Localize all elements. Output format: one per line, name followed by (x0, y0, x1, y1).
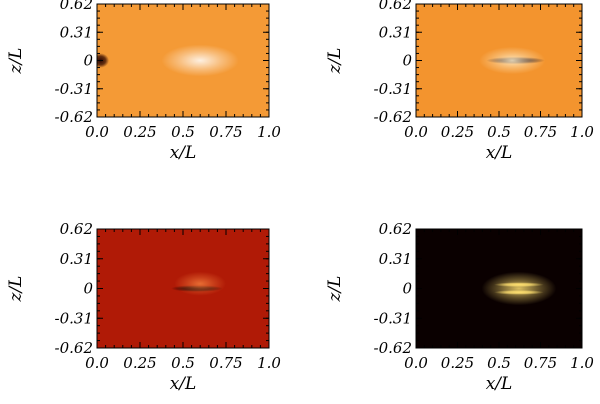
y-tick-label: -0.31 (374, 80, 412, 98)
y-tick-label: -0.31 (55, 309, 93, 327)
y-tick-label: 0 (402, 280, 412, 298)
y-tick-label: 0.62 (60, 220, 93, 238)
heatmap-field (416, 4, 582, 117)
x-axis-label: x/L (170, 374, 197, 394)
y-tick-label: 0.62 (60, 0, 93, 13)
x-tick-label: 0.25 (123, 354, 156, 372)
y-tick-label: 0 (83, 280, 93, 298)
heatmap-feature-dark-blob (97, 53, 110, 68)
x-tick-label: 0.5 (487, 123, 511, 141)
x-tick-label: 0.25 (441, 354, 474, 372)
y-tick-label: -0.31 (55, 80, 93, 98)
x-axis-label: x/L (170, 143, 197, 163)
y-tick-label: 0.31 (60, 23, 93, 41)
y-axis-label: z/L (6, 276, 26, 303)
x-tick-label: 0.75 (524, 123, 557, 141)
heatmap-feature-bright-wedge (161, 44, 239, 77)
y-tick-label: -0.31 (374, 309, 412, 327)
x-tick-label: 1.0 (257, 123, 281, 141)
panel-3: 0.0 0.25 0.5 0.75 1.0 0.62 0.31 0 -0.31 -0.62 x/L z… (6, 220, 281, 394)
panel-1: 0.0 0.25 0.5 0.75 1.0 0.62 0.31 0 -0.31 -0.62 x/L z… (6, 0, 281, 163)
y-tick-label: 0.31 (60, 250, 93, 268)
x-axis-label: x/L (486, 143, 513, 163)
y-tick-label: 0.62 (379, 220, 412, 238)
y-tick-label: -0.62 (374, 108, 412, 126)
panel-2: 0.0 0.25 0.5 0.75 1.0 0.62 0.31 0 -0.31 -0.62 x/L z… (325, 0, 594, 163)
x-tick-label: 0.75 (209, 354, 242, 372)
x-axis-label: x/L (486, 374, 513, 394)
panel-4: 0.0 0.25 0.5 0.75 1.0 0.62 0.31 0 -0.31 -0.62 x/L z… (325, 220, 594, 394)
y-tick-label: -0.62 (55, 108, 93, 126)
y-tick-label: 0.31 (379, 23, 412, 41)
heatmap-field (97, 229, 269, 348)
y-tick-label: 0 (83, 52, 93, 70)
heatmap-field (97, 4, 269, 117)
y-axis-label: z/L (325, 276, 345, 303)
x-tick-label: 0.0 (404, 123, 428, 141)
heatmap-feature-glow (481, 271, 557, 306)
x-tick-label: 1.0 (570, 123, 594, 141)
x-tick-label: 0.5 (171, 123, 195, 141)
y-axis-label: z/L (6, 48, 26, 75)
y-tick-label: -0.62 (55, 339, 93, 357)
y-tick-label: -0.62 (374, 339, 412, 357)
y-tick-label: 0.31 (379, 250, 412, 268)
heatmap-field (416, 229, 582, 348)
y-tick-label: 0.62 (379, 0, 412, 13)
x-tick-label: 0.25 (441, 123, 474, 141)
x-tick-label: 0.0 (85, 123, 109, 141)
heatmap-feature-light-lobes (479, 46, 546, 75)
x-tick-label: 0.5 (171, 354, 195, 372)
x-tick-label: 0.75 (524, 354, 557, 372)
y-tick-label: 0 (402, 52, 412, 70)
y-axis-label: z/L (325, 48, 345, 75)
x-tick-label: 0.0 (404, 354, 428, 372)
heatmap-feature-light-lobes (174, 271, 226, 296)
x-tick-label: 0.75 (209, 123, 242, 141)
x-tick-label: 0.5 (487, 354, 511, 372)
x-tick-label: 1.0 (257, 354, 281, 372)
x-tick-label: 1.0 (570, 354, 594, 372)
x-tick-label: 0.25 (123, 123, 156, 141)
x-tick-label: 0.0 (85, 354, 109, 372)
